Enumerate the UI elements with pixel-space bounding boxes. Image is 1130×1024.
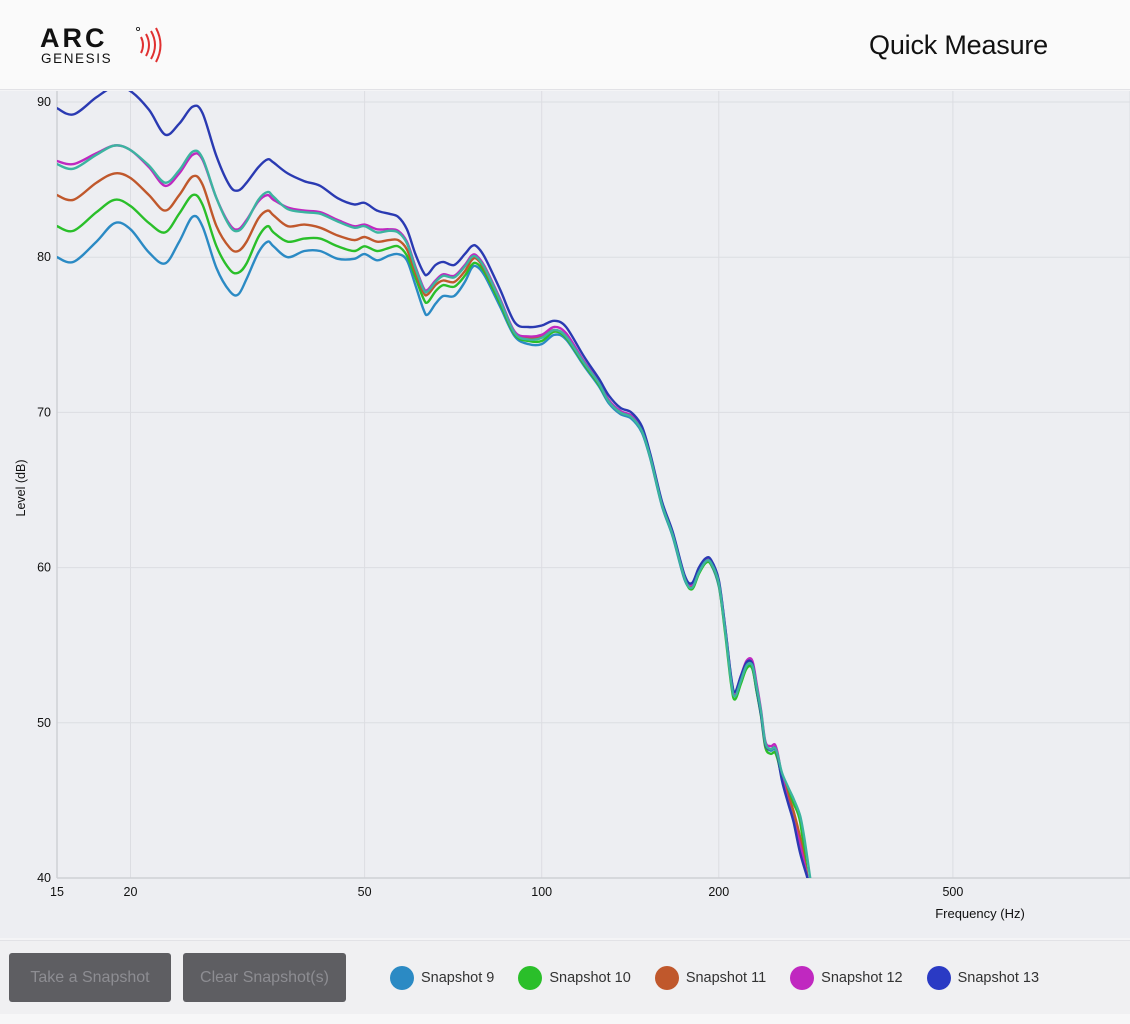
frequency-response-chart: 40 50 60 70 80 90 15 20 50 100 200 500 Frequency (H… [0,91,1130,938]
legend-label: Snapshot 12 [821,970,903,986]
legend-swatch [926,966,951,990]
y-tick-label: 80 [37,250,51,264]
x-tick-label: 500 [942,885,963,899]
x-tick-label: 50 [358,885,372,899]
grid-lines [57,91,1130,878]
legend-swatch [790,966,815,990]
x-axis-label: Frequency (Hz) [935,906,1025,921]
axes: 40 50 60 70 80 90 15 20 50 100 200 500 [37,91,1130,899]
legend-label: Snapshot 9 [421,970,495,986]
legend-item[interactable]: Snapshot 13 [926,966,1040,990]
y-tick-label: 50 [37,716,51,730]
app-header: ARC GENESIS Quick Measure [0,0,1130,90]
signal-waves-icon [136,27,162,63]
logo-text: ARC [40,23,108,53]
clear-snapshots-button[interactable]: Clear Snapshot(s) [183,953,346,1002]
snapshot-toolbar: Take a Snapshot Clear Snapshot(s) Snapsh… [0,940,1130,1014]
logo-subtext: GENESIS [41,51,113,66]
series-line-2 [57,193,809,878]
legend-item[interactable]: Snapshot 12 [790,966,903,990]
y-axis-label: Level (dB) [14,460,28,517]
x-tick-label: 15 [50,885,64,899]
series-line-3 [57,172,809,878]
series-lines [57,91,812,878]
y-tick-label: 40 [37,871,51,885]
series-line-4 [57,144,809,878]
y-tick-label: 60 [37,561,51,575]
x-tick-label: 20 [124,885,138,899]
x-tick-label: 100 [531,885,552,899]
y-tick-label: 90 [37,95,51,109]
legend-swatch [518,966,543,990]
legend-label: Snapshot 11 [685,970,767,986]
take-snapshot-button[interactable]: Take a Snapshot [9,953,171,1002]
legend-item[interactable]: Snapshot 11 [654,966,767,990]
legend-label: Snapshot 13 [957,970,1040,986]
legend-item[interactable]: Snapshot 10 [518,966,631,990]
chart-svg: 40 50 60 70 80 90 15 20 50 100 200 500 Frequency (H… [14,91,1130,921]
chart-legend: Snapshot 9 Snapshot 10 Snapshot 11 Snapshot… [390,965,1063,991]
x-tick-label: 200 [708,885,729,899]
series-line-5 [57,91,809,878]
y-tick-label: 70 [37,405,51,419]
legend-swatch [654,966,679,990]
bottom-strip [0,1014,1130,1024]
legend-item[interactable]: Snapshot 9 [390,966,494,990]
legend-swatch [390,966,414,990]
series-line-6 [57,144,812,878]
series-line-1 [57,214,809,878]
arc-genesis-logo: ARC GENESIS [40,24,180,72]
axis-labels: Frequency (Hz) Level (dB) [14,460,1025,921]
legend-label: Snapshot 10 [549,970,631,986]
page-title: Quick Measure [869,30,1048,60]
